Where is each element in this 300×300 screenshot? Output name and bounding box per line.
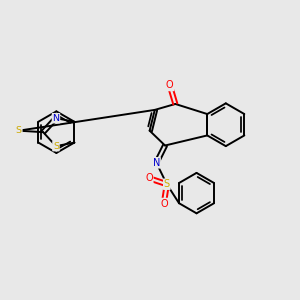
Text: N: N bbox=[52, 114, 59, 123]
Text: O: O bbox=[160, 199, 168, 208]
Text: S: S bbox=[164, 179, 170, 189]
Text: N: N bbox=[153, 158, 160, 168]
Text: S: S bbox=[53, 142, 59, 151]
Text: O: O bbox=[145, 173, 153, 183]
Text: O: O bbox=[166, 80, 174, 91]
Text: S: S bbox=[16, 126, 22, 135]
